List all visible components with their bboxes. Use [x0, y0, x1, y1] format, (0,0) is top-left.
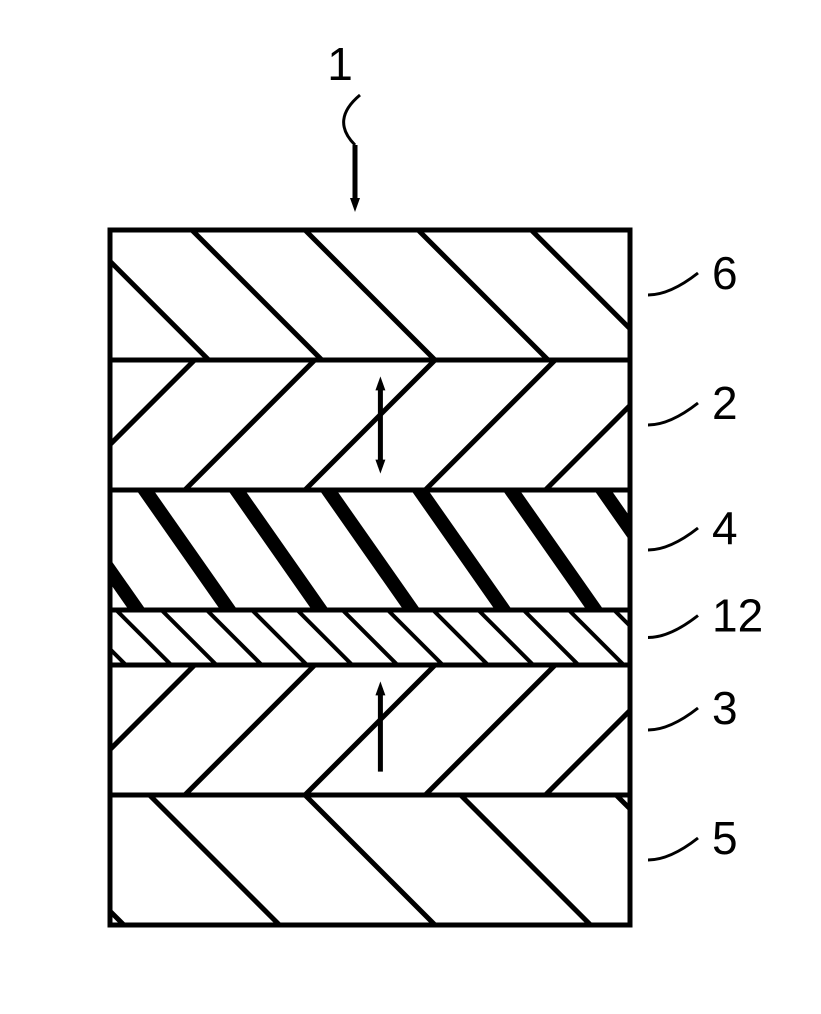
- layer-2-lead: [648, 403, 698, 425]
- layer-3-lead: [648, 708, 698, 730]
- layer-2-label: 2: [712, 377, 738, 429]
- pointer-1-curve: [344, 95, 360, 145]
- pointer-1-label: 1: [327, 38, 353, 90]
- layer-5: [0, 0, 821, 1014]
- layer-2: [0, 0, 821, 1014]
- layer-5-label: 5: [712, 812, 738, 864]
- layer-3: [0, 0, 821, 1014]
- layer-6: [0, 0, 821, 1014]
- layer-4: [0, 0, 821, 1014]
- layer-4-label: 4: [712, 502, 738, 554]
- layer-5-lead: [648, 838, 698, 860]
- layer-4-lead: [648, 528, 698, 550]
- layer-12: [0, 0, 821, 1014]
- layer-12-label: 12: [712, 590, 763, 642]
- layer-6-lead: [648, 273, 698, 295]
- layer-6-label: 6: [712, 247, 738, 299]
- layer-12-lead: [648, 616, 698, 638]
- layer-3-label: 3: [712, 682, 738, 734]
